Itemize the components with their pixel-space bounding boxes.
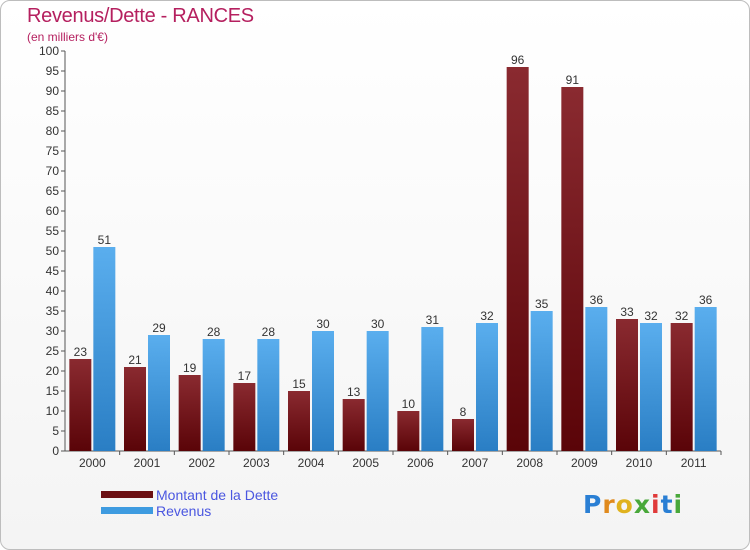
y-tick-label: 0 [52, 444, 59, 458]
x-tick-label: 2008 [516, 456, 543, 470]
data-label-revenus: 32 [480, 309, 494, 323]
bar-dette [561, 87, 584, 451]
bar-revenus [366, 331, 389, 451]
bar-revenus [476, 323, 498, 451]
data-label-revenus: 36 [590, 293, 604, 307]
logo-letter: i [673, 490, 684, 519]
x-tick-label: 2005 [352, 456, 379, 470]
y-tick-label: 95 [46, 64, 60, 78]
logo-letter: t [660, 490, 674, 519]
bar-revenus [257, 339, 280, 451]
data-label-revenus: 30 [316, 317, 330, 331]
data-label-dette: 91 [566, 73, 580, 87]
data-label-dette: 96 [511, 53, 525, 67]
x-tick-label: 2000 [79, 456, 106, 470]
legend-label-dette: Montant de la Dette [156, 487, 279, 503]
x-tick-label: 2003 [243, 456, 270, 470]
x-tick-label: 2002 [188, 456, 215, 470]
y-tick-label: 20 [46, 364, 60, 378]
data-label-revenus: 28 [262, 325, 276, 339]
y-tick-label: 70 [46, 164, 60, 178]
y-tick-label: 45 [46, 264, 60, 278]
y-tick-label: 40 [46, 284, 60, 298]
bar-dette [616, 319, 638, 451]
data-label-dette: 23 [74, 345, 88, 359]
bar-dette [233, 383, 256, 451]
x-tick-label: 2011 [681, 456, 707, 470]
chart-subtitle: (en milliers d'€) [27, 30, 108, 44]
bar-dette [342, 399, 365, 451]
data-label-dette: 8 [460, 405, 467, 419]
data-label-revenus: 29 [152, 321, 166, 335]
y-tick-label: 35 [46, 304, 60, 318]
x-tick-label: 2007 [462, 456, 489, 470]
bar-dette [397, 411, 420, 451]
data-label-dette: 32 [675, 309, 689, 323]
data-label-revenus: 35 [535, 297, 549, 311]
y-tick-label: 5 [52, 424, 59, 438]
data-label-dette: 33 [620, 305, 634, 319]
y-tick-label: 90 [46, 84, 60, 98]
bar-dette [288, 391, 310, 451]
bar-revenus [421, 327, 444, 451]
bar-revenus [148, 335, 170, 451]
y-tick-label: 30 [46, 324, 60, 338]
data-label-revenus: 30 [371, 317, 385, 331]
data-label-revenus: 32 [644, 309, 658, 323]
y-tick-label: 100 [39, 44, 59, 58]
logo-letter: P [583, 490, 603, 519]
y-tick-label: 10 [46, 404, 60, 418]
data-label-dette: 10 [402, 397, 416, 411]
data-label-revenus: 28 [207, 325, 221, 339]
data-label-revenus: 36 [699, 293, 713, 307]
x-tick-label: 2001 [134, 456, 161, 470]
logo-letter: x [633, 490, 651, 519]
logo-letter: r [602, 490, 616, 519]
bar-dette [506, 67, 529, 451]
y-tick-label: 15 [46, 384, 60, 398]
data-label-dette: 21 [128, 353, 142, 367]
x-tick-label: 2009 [571, 456, 598, 470]
data-label-revenus: 31 [426, 313, 440, 327]
x-tick-label: 2006 [407, 456, 434, 470]
logo-letter: i [651, 490, 661, 519]
y-tick-label: 50 [46, 244, 60, 258]
chart-title: Revenus/Dette - RANCES [27, 5, 254, 27]
data-label-dette: 13 [347, 385, 361, 399]
y-tick-label: 55 [46, 224, 60, 238]
logo-letter: o [615, 490, 634, 519]
bar-dette [452, 419, 474, 451]
legend-swatch-revenus [101, 507, 153, 514]
bar-dette [124, 367, 146, 451]
bar-dette [69, 359, 92, 451]
bar-dette [178, 375, 201, 451]
legend-label-revenus: Revenus [156, 503, 212, 519]
data-label-revenus: 51 [98, 233, 112, 247]
x-tick-label: 2010 [626, 456, 653, 470]
bar-revenus [640, 323, 662, 451]
y-tick-label: 25 [46, 344, 60, 358]
y-tick-label: 60 [46, 204, 60, 218]
bar-revenus [585, 307, 608, 451]
x-tick-label: 2004 [298, 456, 325, 470]
y-tick-label: 80 [46, 124, 60, 138]
y-tick-label: 75 [46, 144, 60, 158]
bar-revenus [530, 311, 553, 451]
bar-revenus [312, 331, 334, 451]
bar-revenus [93, 247, 116, 451]
proxiti-logo: Proxiti [583, 490, 683, 519]
y-tick-label: 65 [46, 184, 60, 198]
y-tick-label: 85 [46, 104, 60, 118]
legend-swatch-dette [101, 491, 153, 498]
data-label-dette: 17 [238, 369, 252, 383]
bar-revenus [694, 307, 717, 451]
bar-revenus [202, 339, 225, 451]
bar-dette [670, 323, 693, 451]
data-label-dette: 15 [292, 377, 306, 391]
data-label-dette: 19 [183, 361, 197, 375]
